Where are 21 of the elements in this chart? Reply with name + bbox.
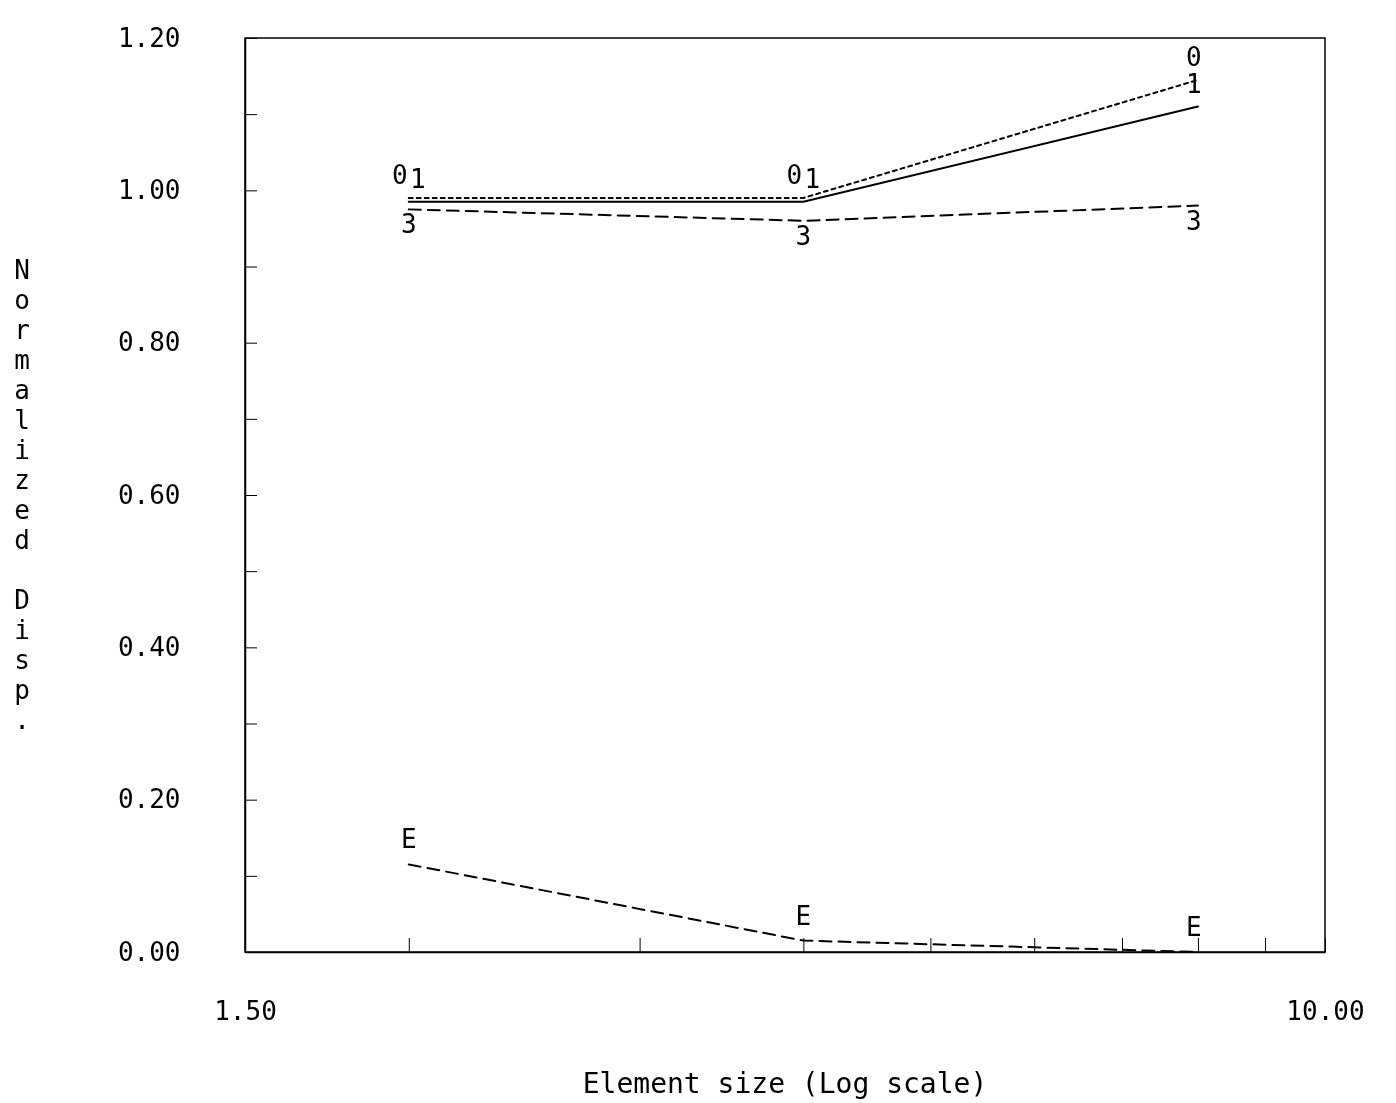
y-tick-label: 1.20 (117, 22, 181, 53)
text: E (400, 824, 417, 855)
text: E (1185, 912, 1202, 942)
series-label: 0 (786, 159, 803, 190)
y-tick-label: 0.20 (117, 784, 181, 815)
x-tick-label: 10.00 (1286, 996, 1365, 1027)
y-tick-label: 0.60 (117, 479, 181, 510)
text: 1 (409, 163, 426, 194)
text: 3 (795, 220, 812, 251)
y-tick-label: 0.80 (117, 327, 181, 358)
text: Normalized Disp. (14, 255, 30, 735)
text: 3 (1185, 205, 1202, 236)
y-tick-label: 1.00 (117, 175, 181, 206)
series-label: E (795, 900, 812, 931)
x-tick-label: 1.50 (214, 996, 277, 1027)
series-label: 1 (804, 163, 821, 194)
x-axis-title: Element size (Log scale) (582, 1067, 988, 1100)
series-label: 3 (400, 209, 417, 240)
y-tick-label: 0.40 (117, 632, 181, 663)
y-tick-label: 0.00 (117, 936, 181, 967)
text: 0 (391, 159, 408, 190)
